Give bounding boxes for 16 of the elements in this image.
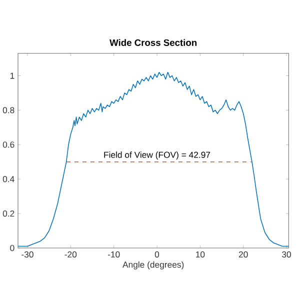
y-tick-label: 0.8 <box>2 107 14 114</box>
x-tick-label: 10 <box>196 251 205 258</box>
x-tick-label: 30 <box>282 251 291 258</box>
x-tick-label: -10 <box>108 251 120 258</box>
x-tick-label: 0 <box>154 251 160 258</box>
x-tick-label: -20 <box>64 251 77 258</box>
x-tick-label: -30 <box>22 251 34 258</box>
y-tick-label: 0.4 <box>2 176 14 182</box>
y-tick-label: 1 <box>10 72 14 79</box>
x-tick-label: 20 <box>238 251 248 258</box>
y-tick-label: 0.6 <box>2 142 14 148</box>
x-axis-title: Angle (degrees) <box>122 261 184 270</box>
annotation: Field of View (FOV) = 42.97 <box>104 152 210 160</box>
y-tick-label: 0.2 <box>2 210 14 217</box>
chart-title: Wide Cross Section <box>110 39 197 46</box>
y-tick-label: 0 <box>10 244 14 252</box>
